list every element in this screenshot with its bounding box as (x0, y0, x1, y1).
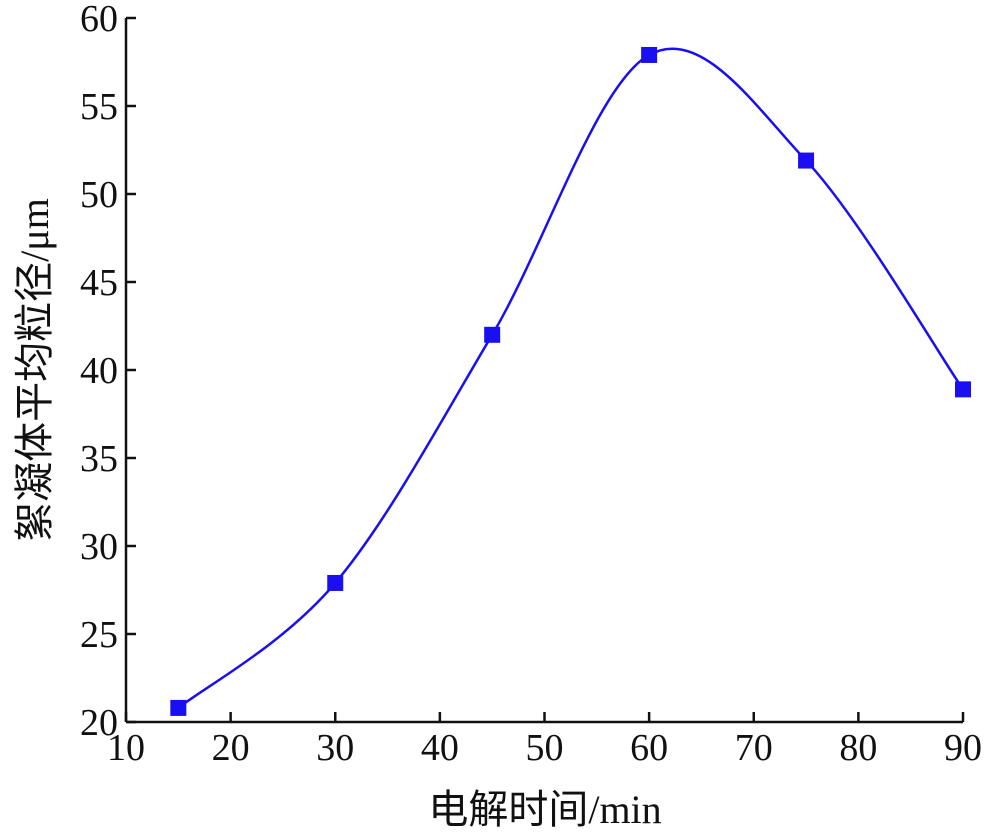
series-line (177, 47, 965, 709)
data-point (170, 699, 187, 716)
x-tick-label: 10 (107, 727, 145, 769)
x-tick-label: 40 (421, 727, 459, 769)
y-ticks: 20 25 30 35 40 45 50 55 60 (80, 0, 136, 744)
series-group (170, 46, 971, 716)
x-tick-label: 20 (212, 727, 250, 769)
data-point (798, 152, 815, 169)
x-tick-label: 30 (316, 727, 354, 769)
x-tick-label: 90 (944, 727, 982, 769)
data-point (484, 326, 501, 343)
y-tick-label: 60 (80, 0, 118, 40)
x-axis-label: 电解时间/min (428, 787, 661, 832)
y-tick-label: 35 (80, 438, 118, 480)
y-tick-label: 55 (80, 86, 118, 128)
y-tick-label: 40 (80, 350, 118, 392)
y-tick-label: 30 (80, 526, 118, 568)
data-point (327, 574, 344, 591)
x-tick-label: 60 (630, 727, 668, 769)
data-point (641, 46, 658, 63)
x-tick-label: 50 (526, 727, 564, 769)
x-tick-label: 80 (839, 727, 877, 769)
x-ticks: 10 20 30 40 50 60 70 80 90 (107, 712, 982, 769)
y-tick-label: 20 (80, 702, 118, 744)
y-axis-label: 絮凝体平均粒径/μm (12, 198, 57, 542)
data-point (955, 381, 971, 398)
y-tick-label: 50 (80, 174, 118, 216)
x-tick-label: 70 (735, 727, 773, 769)
y-tick-label: 45 (80, 262, 118, 304)
y-tick-label: 25 (80, 614, 118, 656)
axes (124, 18, 963, 724)
